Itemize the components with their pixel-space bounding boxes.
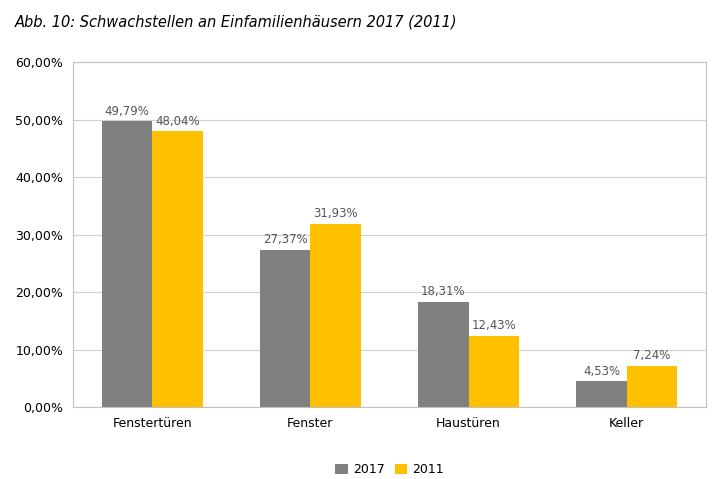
Text: 7,24%: 7,24% [633,349,670,362]
Text: 49,79%: 49,79% [104,104,149,117]
Text: 12,43%: 12,43% [472,319,516,332]
Text: 4,53%: 4,53% [583,365,620,377]
Text: Abb. 10: Schwachstellen an Einfamilienhäusern 2017 (2011): Abb. 10: Schwachstellen an Einfamilienhä… [15,14,457,29]
Bar [469,336,519,407]
Bar [102,121,152,407]
Bar [627,365,677,407]
Text: 18,31%: 18,31% [421,285,466,298]
Bar [260,250,310,407]
Bar [576,381,627,407]
Bar [152,131,203,407]
Bar [418,302,469,407]
Text: 27,37%: 27,37% [263,233,307,246]
Text: 48,04%: 48,04% [155,114,199,127]
Text: 31,93%: 31,93% [313,207,358,220]
Legend: 2017, 2011: 2017, 2011 [331,458,448,479]
Bar [310,224,361,407]
